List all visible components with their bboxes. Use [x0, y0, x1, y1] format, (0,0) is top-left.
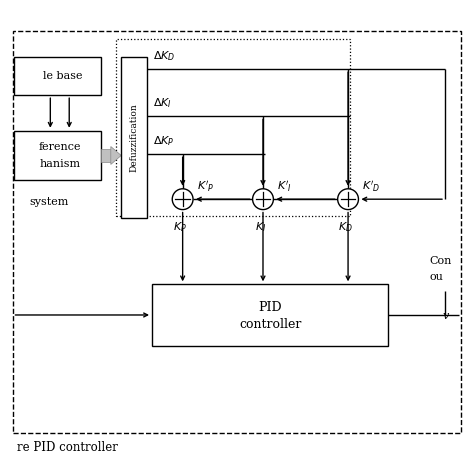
- Text: le base: le base: [43, 71, 82, 82]
- Text: $K_I$: $K_I$: [255, 220, 266, 234]
- Text: re PID controller: re PID controller: [17, 441, 118, 454]
- Text: $K_D$: $K_D$: [338, 220, 353, 234]
- Bar: [12, 31, 462, 433]
- Bar: [152, 284, 388, 346]
- Text: $K_P$: $K_P$: [173, 220, 187, 234]
- Circle shape: [172, 189, 193, 210]
- Bar: [14, 131, 101, 180]
- Text: $\Delta K_I$: $\Delta K_I$: [153, 96, 172, 110]
- Text: controller: controller: [239, 318, 301, 331]
- Text: $K'_D$: $K'_D$: [362, 179, 381, 193]
- Text: $K'_P$: $K'_P$: [197, 179, 214, 193]
- Text: $\Delta K_P$: $\Delta K_P$: [153, 134, 174, 148]
- Text: Con: Con: [430, 255, 452, 265]
- Bar: [101, 149, 111, 162]
- Text: Defuzzification: Defuzzification: [130, 103, 139, 172]
- Polygon shape: [111, 146, 121, 164]
- Circle shape: [337, 189, 358, 210]
- Bar: [117, 38, 350, 216]
- Bar: [14, 57, 101, 95]
- Text: ference: ference: [39, 142, 81, 152]
- Circle shape: [253, 189, 273, 210]
- Text: $\Delta K_D$: $\Delta K_D$: [153, 49, 175, 63]
- Text: PID: PID: [258, 301, 282, 314]
- Bar: [121, 57, 147, 218]
- Text: $K'_I$: $K'_I$: [277, 179, 292, 193]
- Text: system: system: [29, 197, 68, 207]
- Text: ou: ou: [430, 272, 444, 282]
- Text: v: v: [443, 311, 449, 321]
- Text: hanism: hanism: [39, 159, 81, 169]
